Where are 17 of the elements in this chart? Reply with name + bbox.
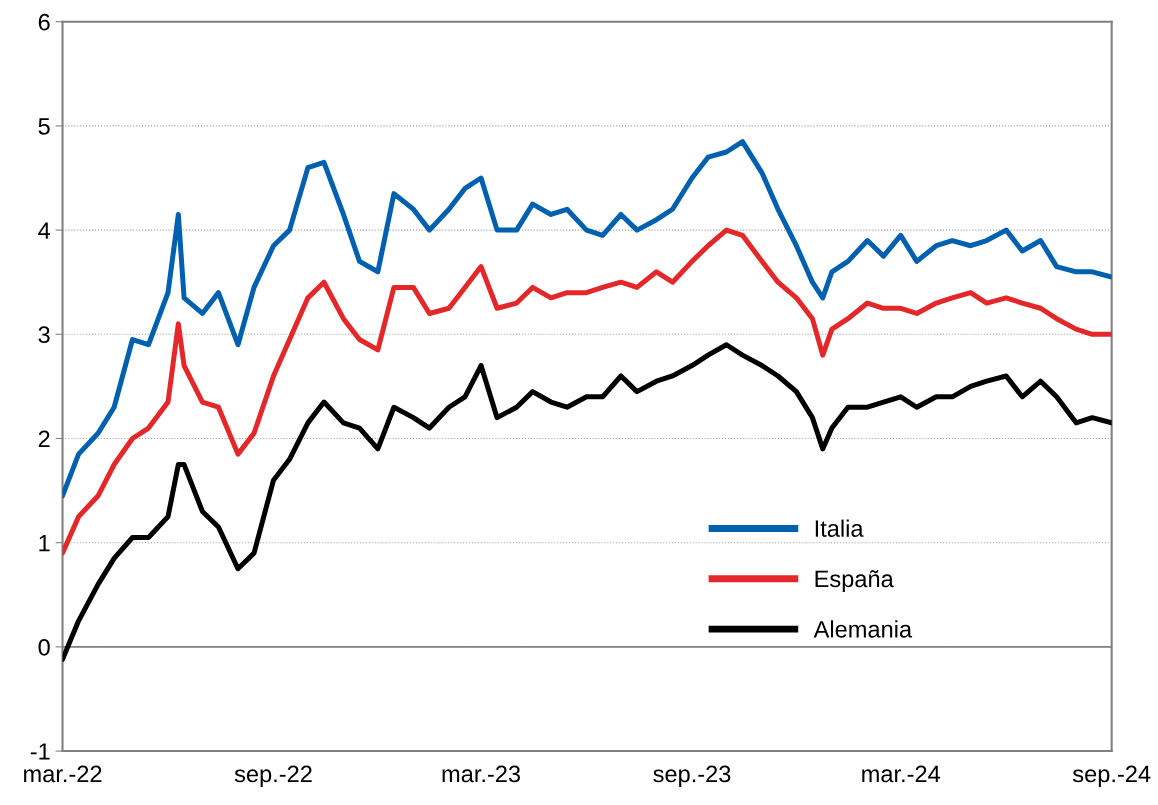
x-tick-label: sep.-23 [653, 765, 731, 787]
y-tick-label: 3 [38, 326, 50, 344]
y-tick-label: 1 [39, 535, 50, 552]
y-tick-label: 2 [38, 430, 50, 448]
x-tick-label: mar.-23 [442, 765, 521, 783]
y-tick-label: 4 [38, 222, 51, 239]
y-tick-label: 0 [38, 638, 50, 656]
x-tick-label: mar.-22 [24, 765, 102, 783]
x-tick-label: sep.-22 [234, 765, 312, 787]
x-tick-label: sep.-24 [1072, 765, 1151, 787]
y-tick-label: -1 [30, 743, 50, 760]
legend-label: España [815, 570, 894, 592]
y-tick-label: 5 [38, 118, 50, 135]
legend-label: Alemania [813, 620, 913, 638]
y-tick-label: 6 [38, 13, 50, 31]
x-tick-label: mar.-24 [862, 765, 941, 783]
legend-label: Italia [815, 519, 864, 537]
